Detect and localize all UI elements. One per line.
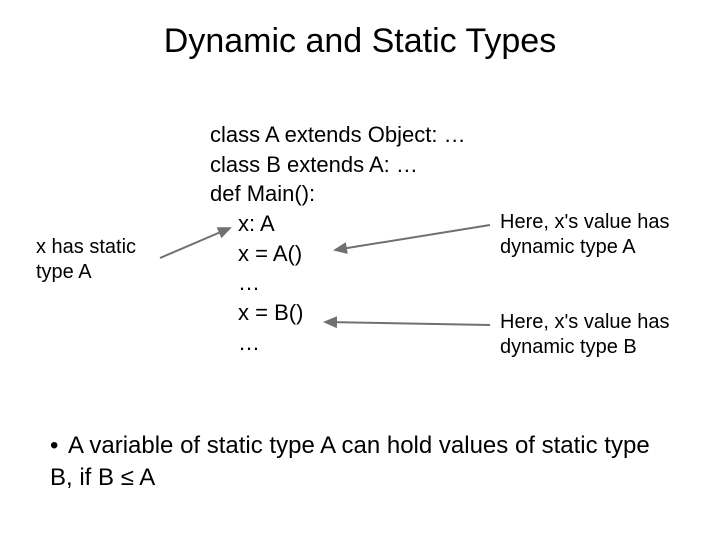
right-annotation-b-line2: dynamic type B: [500, 335, 700, 360]
left-annotation-line2: type A: [36, 260, 176, 285]
right-annotation-a: Here, x's value has dynamic type A: [500, 210, 700, 260]
bullet-marker: •: [50, 430, 68, 462]
code-line-4: x: A: [210, 209, 466, 239]
code-line-6: …: [210, 268, 466, 298]
right-annotation-a-line1: Here, x's value has: [500, 210, 700, 235]
code-line-2: class B extends A: …: [210, 150, 466, 180]
left-annotation: x has static type A: [36, 235, 176, 285]
bullet-point: •A variable of static type A can hold va…: [50, 430, 670, 495]
left-annotation-line1: x has static: [36, 235, 176, 260]
code-line-1: class A extends Object: …: [210, 120, 466, 150]
code-block: class A extends Object: … class B extend…: [210, 120, 466, 358]
right-annotation-b: Here, x's value has dynamic type B: [500, 310, 700, 360]
bullet-text: A variable of static type A can hold val…: [50, 432, 650, 491]
right-annotation-b-line1: Here, x's value has: [500, 310, 700, 335]
right-annotation-a-line2: dynamic type A: [500, 235, 700, 260]
code-line-8: …: [210, 328, 466, 358]
code-line-7: x = B(): [210, 298, 466, 328]
code-line-5: x = A(): [210, 239, 466, 269]
slide-title: Dynamic and Static Types: [0, 0, 720, 61]
code-line-3: def Main():: [210, 179, 466, 209]
